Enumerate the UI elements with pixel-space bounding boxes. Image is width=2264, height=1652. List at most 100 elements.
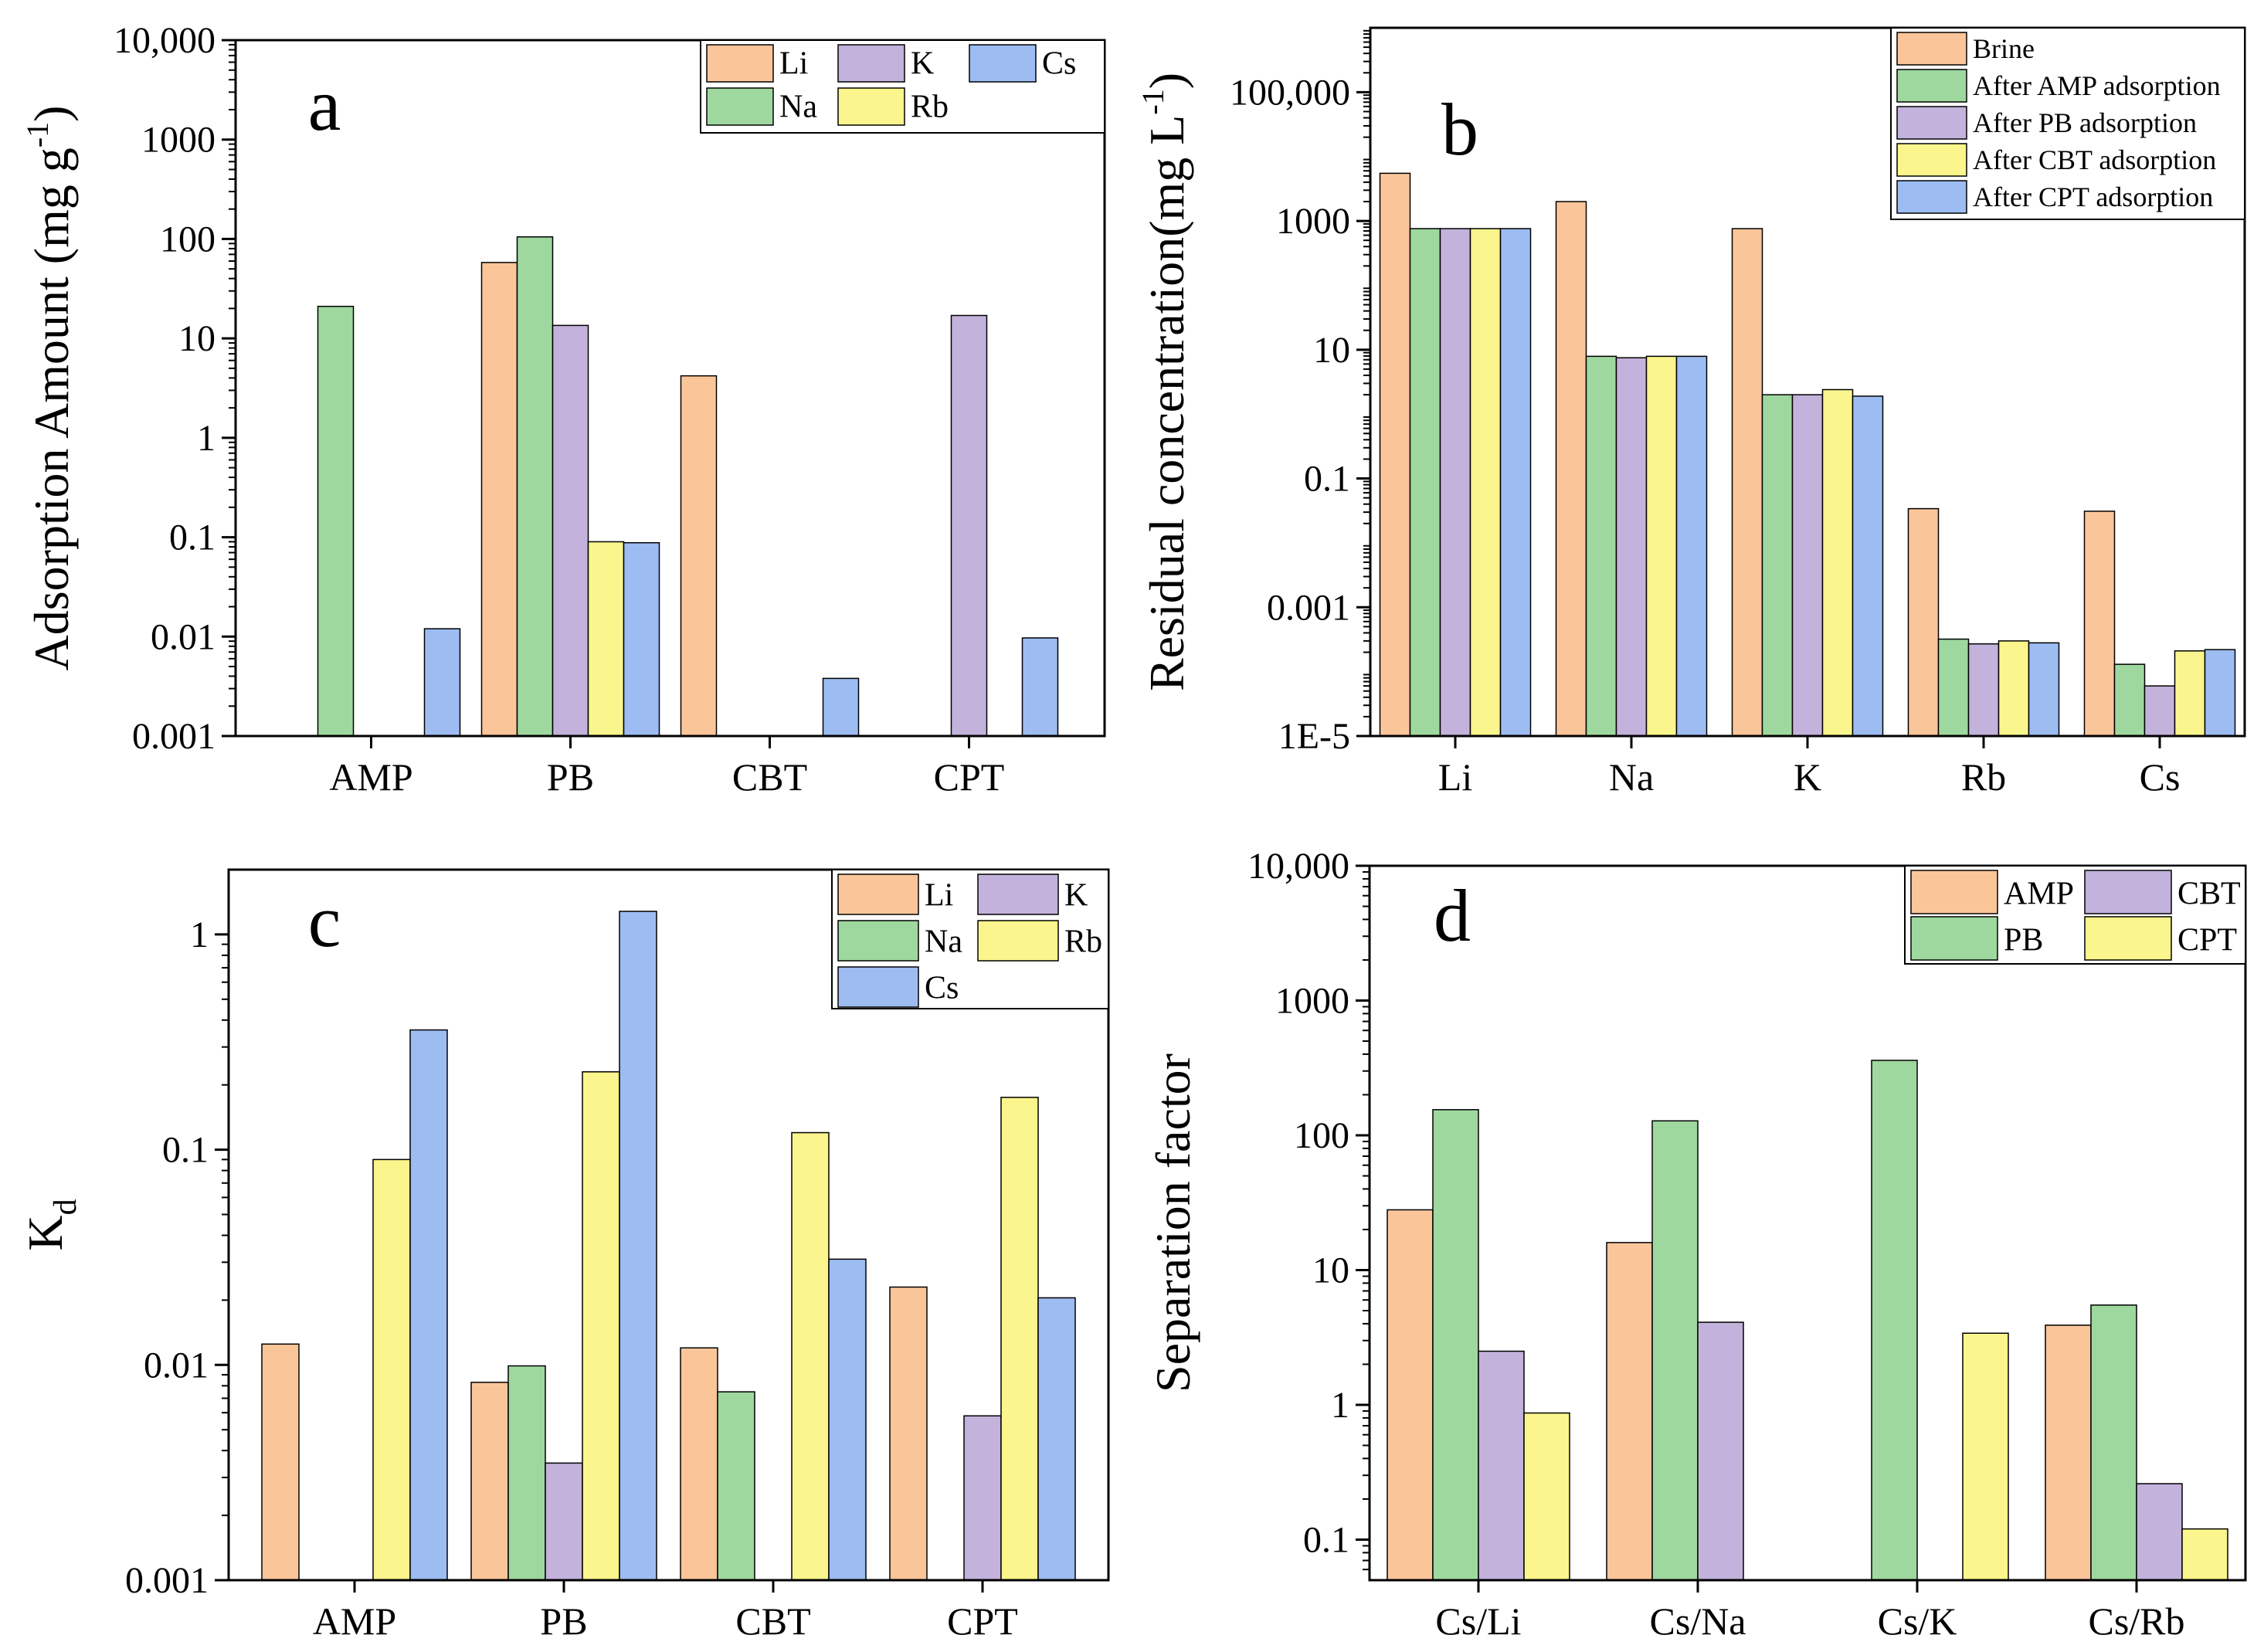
bar-after-pb-adsorption-k bbox=[1791, 394, 1824, 737]
y-tick-label: 0.1 bbox=[1304, 459, 1350, 500]
bar-cs-cpt bbox=[1021, 637, 1059, 737]
y-tick-label: 1 bbox=[197, 418, 216, 459]
legend-label: Cs bbox=[1042, 46, 1076, 81]
y-axis: 0.001 0.01 0.1 1 bbox=[125, 914, 229, 1601]
legend-swatch bbox=[837, 87, 905, 126]
y-tick-label: 0.1 bbox=[162, 1130, 209, 1171]
legend-label: AMP bbox=[2004, 877, 2074, 912]
bar-pb-cs-na bbox=[1651, 1120, 1699, 1581]
chart-panel-d: 0.1 1 10 100 1000 10,000 Cs/Li Cs/Na Cs/K Cs/Rb Se… bbox=[1146, 846, 2247, 1643]
y-tick-label: 1000 bbox=[141, 120, 216, 161]
legend: Li K Na Rb Cs bbox=[831, 869, 1109, 1009]
bar-amp-cs-na bbox=[1606, 1242, 1653, 1581]
x-tick-label: CBT bbox=[735, 1599, 810, 1643]
bar-after-cpt-adsorption-li bbox=[1499, 228, 1532, 737]
x-tick-label: Na bbox=[1609, 755, 1654, 799]
legend-swatch bbox=[2084, 870, 2172, 914]
legend-label: K bbox=[1064, 878, 1088, 914]
x-axis: AMP PB CBT CPT bbox=[329, 736, 1004, 799]
chart-panel-c: 0.001 0.01 0.1 1 AMP PB CBT CPT Kd c Li K Na Rb Cs bbox=[18, 868, 1110, 1643]
bar-rb-cpt bbox=[1000, 1097, 1039, 1581]
bar-after-pb-adsorption-li bbox=[1439, 228, 1471, 737]
y-tick-label: 0.001 bbox=[125, 1560, 209, 1601]
legend-swatch bbox=[1896, 106, 1967, 140]
y-tick-label: 10 bbox=[1313, 330, 1350, 371]
bar-cpt-cs-rb bbox=[2181, 1528, 2228, 1581]
legend-swatch bbox=[1896, 143, 1967, 177]
plot-frame bbox=[1368, 864, 2247, 1582]
legend: Brine After AMP adsorption After PB adsorp… bbox=[1890, 27, 2245, 220]
bar-after-amp-adsorption-rb bbox=[1937, 638, 1970, 737]
bar-rb-pb bbox=[587, 541, 625, 737]
legend-label: Li bbox=[779, 46, 808, 81]
y-tick-label: 0.01 bbox=[144, 1345, 209, 1386]
bar-na-cbt bbox=[717, 1391, 755, 1581]
bar-k-pb bbox=[545, 1462, 583, 1581]
bar-after-amp-adsorption-cs bbox=[2113, 663, 2146, 737]
bar-cbt-cs-rb bbox=[2136, 1483, 2183, 1581]
legend: Li K Cs Na Rb bbox=[700, 39, 1105, 134]
legend-swatch bbox=[1910, 916, 1998, 961]
legend-swatch bbox=[837, 920, 919, 962]
x-axis: AMP PB CBT CPT bbox=[313, 1580, 1018, 1643]
x-tick-label: Cs/Rb bbox=[2088, 1599, 2184, 1643]
legend-swatch bbox=[1910, 870, 1998, 914]
bar-li-pb bbox=[480, 262, 518, 737]
legend-swatch bbox=[706, 44, 774, 83]
bar-after-cbt-adsorption-rb bbox=[1998, 640, 2030, 737]
y-tick-label: 1 bbox=[1331, 1385, 1349, 1426]
legend-label: Rb bbox=[1064, 924, 1102, 960]
bar-li-cpt bbox=[889, 1286, 928, 1581]
legend-label: Brine bbox=[1973, 33, 2035, 64]
panel-letter: c bbox=[308, 880, 341, 962]
bars bbox=[317, 236, 1059, 737]
y-tick-label: 1000 bbox=[1275, 980, 1349, 1021]
legend-swatch bbox=[969, 44, 1037, 83]
x-tick-label: CPT bbox=[947, 1599, 1018, 1643]
y-axis: 0.001 0.01 0.1 1 10 100 1000 10,000 bbox=[114, 20, 236, 757]
legend-swatch bbox=[837, 44, 905, 83]
y-axis: 1E-5 0.001 0.1 10 1000 100,000 bbox=[1230, 29, 1370, 757]
x-tick-label: PB bbox=[547, 755, 594, 799]
legend-label: Na bbox=[779, 89, 817, 124]
x-tick-label: CPT bbox=[934, 755, 1005, 799]
bar-cpt-cs-li bbox=[1523, 1412, 1570, 1581]
legend-swatch bbox=[977, 920, 1059, 962]
bar-brine-li bbox=[1379, 172, 1411, 737]
y-tick-label: 100 bbox=[160, 219, 216, 260]
bar-rb-pb bbox=[582, 1071, 620, 1581]
bar-cbt-cs-na bbox=[1697, 1321, 1744, 1581]
y-axis: 0.1 1 10 100 1000 10,000 bbox=[1247, 846, 1370, 1571]
y-axis-title: Separation factor bbox=[1146, 1053, 1200, 1392]
panel-letter: b bbox=[1441, 88, 1478, 171]
bars bbox=[1387, 1060, 2228, 1581]
legend-label: After PB adsorption bbox=[1973, 107, 2197, 138]
legend-label: Rb bbox=[911, 89, 949, 124]
legend-label: CPT bbox=[2177, 923, 2237, 958]
bar-brine-rb bbox=[1907, 507, 1940, 737]
bar-brine-na bbox=[1555, 201, 1587, 737]
bar-cs-pb bbox=[619, 911, 657, 1581]
bar-after-cbt-adsorption-na bbox=[1645, 355, 1678, 737]
x-tick-label: K bbox=[1794, 755, 1821, 799]
bar-cs-cpt bbox=[1037, 1297, 1076, 1581]
bar-after-cbt-adsorption-k bbox=[1821, 388, 1854, 737]
legend-label: Cs bbox=[925, 971, 959, 1006]
legend-swatch bbox=[837, 873, 919, 915]
bar-after-cpt-adsorption-k bbox=[1852, 395, 1884, 737]
x-axis: Cs/Li Cs/Na Cs/K Cs/Rb bbox=[1435, 1580, 2185, 1643]
legend-swatch bbox=[1896, 180, 1967, 214]
bar-after-pb-adsorption-na bbox=[1615, 357, 1648, 737]
bar-li-cbt bbox=[680, 375, 718, 737]
bar-after-amp-adsorption-na bbox=[1585, 355, 1617, 737]
panel-letter: d bbox=[1434, 874, 1471, 957]
bar-after-cbt-adsorption-cs bbox=[2174, 650, 2206, 737]
bar-k-pb bbox=[552, 324, 589, 737]
bar-na-pb bbox=[507, 1365, 546, 1581]
bars bbox=[261, 911, 1076, 1581]
legend-label: PB bbox=[2004, 923, 2043, 958]
bar-rb-amp bbox=[372, 1158, 411, 1581]
x-tick-label: Cs/K bbox=[1878, 1599, 1957, 1643]
bar-amp-cs-rb bbox=[2045, 1325, 2092, 1581]
